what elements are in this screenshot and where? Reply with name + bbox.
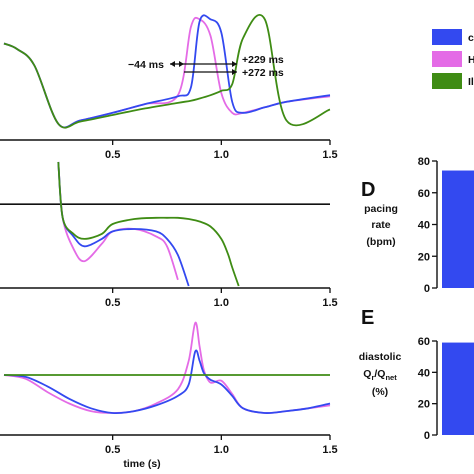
- x-tick-label: 1.5: [322, 149, 337, 161]
- top-trace-panel: −44 ms +229 ms +272 ms 0.5 1.0 1.5: [0, 13, 338, 161]
- series-line-3: [57, 161, 240, 287]
- panel-e-ylabel-line-1: diastolic: [359, 351, 402, 363]
- shift-label-1: −44 ms: [128, 59, 164, 71]
- series-line-3: [3, 13, 331, 129]
- panel-d-ylabel-line-2: rate: [371, 219, 390, 231]
- panel-e-bar: [442, 342, 474, 435]
- x-tick-label: 1.5: [322, 444, 337, 456]
- legend-swatch: [432, 73, 462, 89]
- y-tick-label: 20: [418, 251, 430, 263]
- panel-d-bar-chart: D pacing rate (bpm) 0 20 40 60 80: [361, 156, 474, 295]
- x-tick-label: 1.0: [214, 149, 229, 161]
- panel-d-bar: [442, 170, 474, 288]
- top-series-group: [3, 13, 331, 129]
- panel-e-bar-chart: E diastolic Qr/Qnet (%) 0 20 40 60: [359, 307, 474, 442]
- series-line-1: [3, 349, 331, 415]
- y-tick-label: 60: [418, 336, 430, 348]
- legend: cH Il: [432, 29, 474, 89]
- x-tick-label: 1.0: [214, 297, 229, 309]
- middle-trace-panel: 0.5 1.0 1.5: [0, 161, 338, 309]
- y-tick-label: 40: [418, 220, 430, 232]
- x-tick-label: 1.5: [322, 297, 337, 309]
- middle-series-group: [57, 161, 240, 287]
- x-tick-label: 1.0: [214, 444, 229, 456]
- series-line-2: [57, 161, 179, 281]
- y-tick-label: 80: [418, 156, 430, 168]
- panel-d-ylabel-line-1: pacing: [364, 203, 398, 215]
- y-tick-label: 0: [424, 283, 430, 295]
- bottom-x-ticks: 0.5 1.0 1.5: [105, 435, 338, 456]
- x-tick-label: 0.5: [105, 444, 120, 456]
- shift-arrowhead-3: [232, 69, 237, 75]
- x-tick-label: 0.5: [105, 297, 120, 309]
- x-tick-label: 0.5: [105, 149, 120, 161]
- y-tick-label: 0: [424, 430, 430, 442]
- shift-arrowhead-1b: [179, 61, 184, 67]
- series-line-2: [3, 321, 331, 414]
- legend-swatch: [432, 51, 462, 67]
- shift-annotations: −44 ms +229 ms +272 ms: [128, 54, 284, 79]
- shift-label-3: +272 ms: [242, 67, 284, 79]
- middle-x-ticks: 0.5 1.0 1.5: [105, 288, 338, 309]
- panel-e-ylabel-line-3: (%): [372, 386, 388, 398]
- y-tick-label: 20: [418, 399, 430, 411]
- y-tick-label: 40: [418, 367, 430, 379]
- top-x-ticks: 0.5 1.0 1.5: [105, 140, 338, 161]
- shift-label-2: +229 ms: [242, 54, 284, 66]
- panel-d-letter: D: [361, 179, 375, 201]
- bottom-series-group: [3, 321, 331, 415]
- panel-e-ylabel-line-2: Qr/Qnet: [363, 368, 397, 382]
- panel-e-y-ticks: 0 20 40 60: [418, 336, 437, 442]
- panel-d-y-ticks: 0 20 40 60 80: [418, 156, 437, 295]
- series-line-1: [57, 161, 190, 287]
- legend-swatch: [432, 29, 462, 45]
- bottom-trace-panel: 0.5 1.0 1.5 time (s): [0, 321, 338, 470]
- shift-arrowhead-1a: [170, 61, 175, 67]
- legend-label: Il: [468, 76, 474, 88]
- panel-d-ylabel-line-3: (bpm): [366, 236, 395, 248]
- legend-label: H: [468, 54, 474, 66]
- y-tick-label: 60: [418, 188, 430, 200]
- shift-arrowhead-2: [232, 61, 237, 67]
- panel-e-letter: E: [361, 307, 374, 329]
- legend-label: c: [468, 32, 474, 44]
- x-axis-title: time (s): [123, 458, 160, 470]
